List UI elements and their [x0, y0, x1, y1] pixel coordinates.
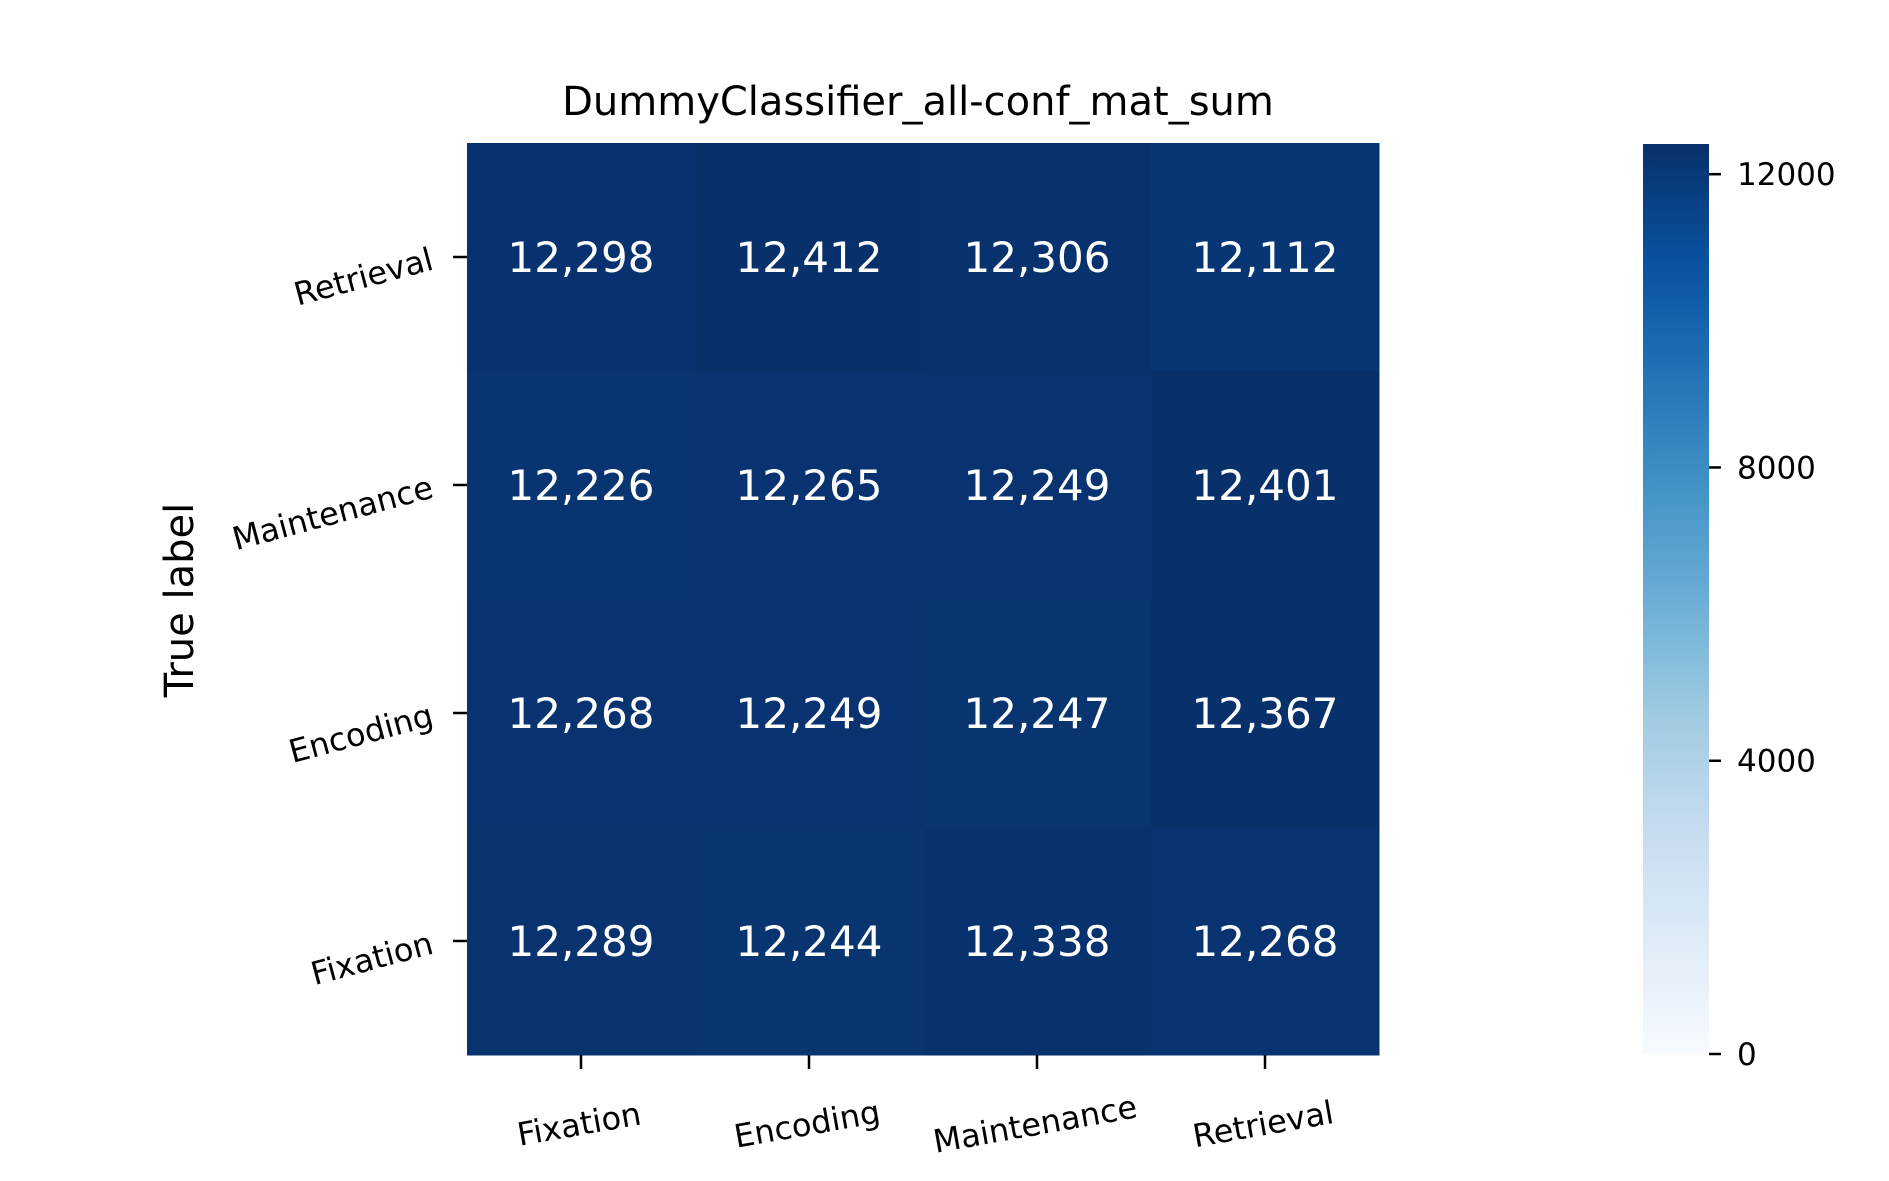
- heatmap-cell: [923, 827, 1152, 1056]
- x-tick-label: Maintenance: [930, 1088, 1140, 1161]
- heatmap-cell: [467, 827, 696, 1056]
- x-tick-label: Fixation: [514, 1095, 644, 1154]
- cell-value-label: 12,289: [508, 917, 655, 966]
- heatmap-cell: [467, 371, 696, 600]
- cell-value-label: 12,112: [1192, 233, 1339, 282]
- y-axis: Retrieval Maintenance Encoding Fixation: [228, 240, 467, 993]
- heatmap-cell: [923, 599, 1152, 828]
- y-tick-label: Fixation: [307, 924, 437, 993]
- cell-value-label: 12,226: [508, 461, 655, 510]
- heatmap-cell-labels: 12,298 12,412 12,306 12,112 12,226 12,265 12,2…: [508, 233, 1339, 966]
- heatmap-cell: [695, 371, 924, 600]
- y-tick-label: Retrieval: [290, 240, 437, 314]
- cell-value-label: 12,298: [508, 233, 655, 282]
- cell-value-label: 12,306: [964, 233, 1111, 282]
- cell-value-label: 12,338: [964, 917, 1111, 966]
- y-tick-label: Encoding: [285, 696, 437, 771]
- colorbar-gradient: [1643, 144, 1709, 1054]
- cell-value-label: 12,247: [964, 689, 1111, 738]
- x-axis: Fixation Encoding Maintenance Retrieval: [514, 1055, 1336, 1161]
- heatmap-cell: [923, 143, 1152, 372]
- cell-value-label: 12,244: [736, 917, 883, 966]
- heatmap-cell: [467, 599, 696, 828]
- heatmap-cell: [1151, 827, 1380, 1056]
- colorbar-tick-label: 0: [1737, 1037, 1757, 1073]
- cell-value-label: 12,249: [964, 461, 1111, 510]
- colorbar-tick-label: 12000: [1737, 157, 1836, 193]
- cell-value-label: 12,268: [1192, 917, 1339, 966]
- colorbar-ticks: 0 4000 8000 12000: [1709, 157, 1836, 1073]
- cell-value-label: 12,268: [508, 689, 655, 738]
- heatmap-cell: [1151, 143, 1380, 372]
- colorbar: 0 4000 8000 12000: [1643, 144, 1836, 1073]
- y-tick-label: Maintenance: [228, 468, 437, 558]
- colorbar-tick-label: 4000: [1737, 744, 1816, 780]
- x-tick-label: Encoding: [731, 1093, 883, 1156]
- heatmap-cells: [467, 143, 1380, 1056]
- heatmap-cell: [923, 371, 1152, 600]
- cell-value-label: 12,367: [1192, 689, 1339, 738]
- y-axis-label: True label: [157, 503, 203, 698]
- heatmap-cell: [695, 827, 924, 1056]
- cell-value-label: 12,265: [736, 461, 883, 510]
- colorbar-tick-label: 8000: [1737, 450, 1816, 486]
- heatmap-cell: [1151, 371, 1380, 600]
- cell-value-label: 12,401: [1192, 461, 1339, 510]
- chart-title: DummyClassifier_all-conf_mat_sum: [562, 79, 1274, 125]
- heatmap-cell: [695, 599, 924, 828]
- cell-value-label: 12,412: [736, 233, 883, 282]
- heatmap-cell: [695, 143, 924, 372]
- heatmap-cell: [467, 143, 696, 372]
- cell-value-label: 12,249: [736, 689, 883, 738]
- heatmap-cell: [1151, 599, 1380, 828]
- x-tick-label: Retrieval: [1190, 1093, 1337, 1155]
